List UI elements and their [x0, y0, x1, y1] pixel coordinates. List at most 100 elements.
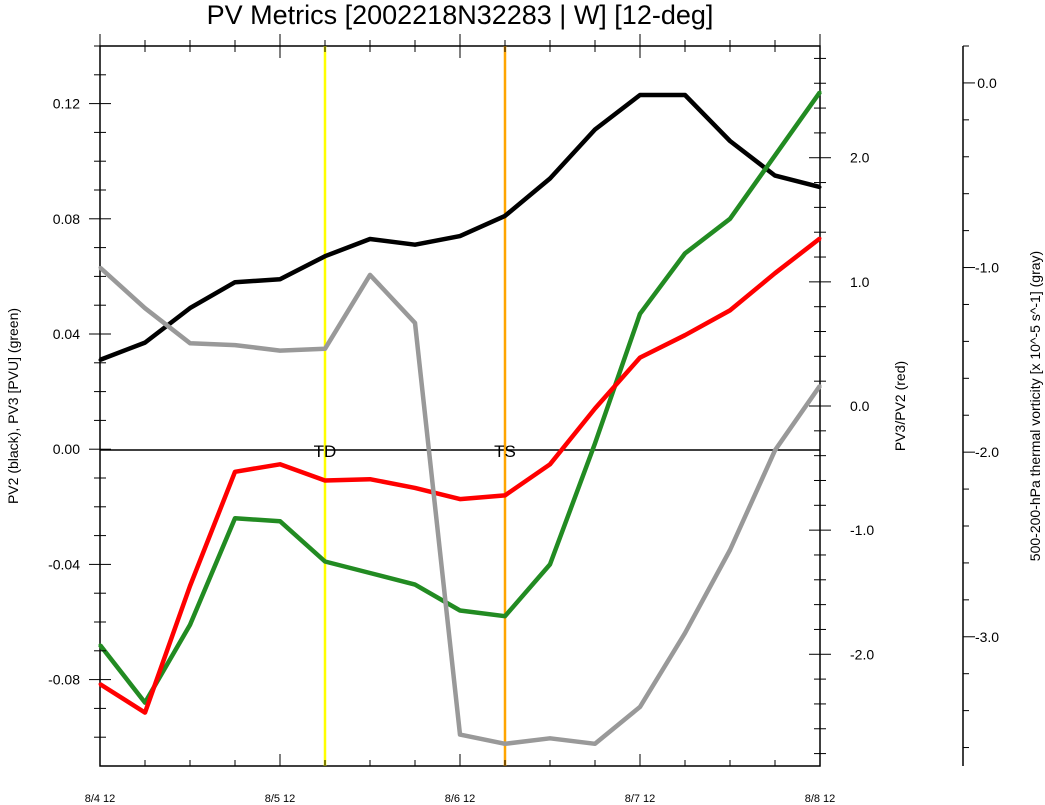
far-right-tick-label: 0.0: [977, 75, 997, 91]
data-point: [458, 608, 462, 612]
data-point: [98, 682, 102, 686]
left-tick-label: 0.12: [53, 96, 80, 112]
right-axis: 2.0 1.0 0.0 -1.0 -2.0: [809, 57, 874, 755]
data-point: [143, 341, 147, 345]
data-point: [458, 234, 462, 238]
data-point: [278, 277, 282, 281]
data-point: [683, 631, 687, 635]
far-right-tick-label: -2.0: [975, 444, 999, 460]
data-point: [728, 139, 732, 143]
data-point: [143, 701, 147, 705]
data-point: [728, 548, 732, 552]
chart-title: PV Metrics [2002218N32283 | W] [12-deg]: [207, 0, 714, 30]
left-tick-label: -0.04: [48, 556, 80, 572]
data-point: [278, 462, 282, 466]
x-tick-label: 8/6 12: [445, 793, 476, 805]
right-axis-label: PV3/PV2 (red): [892, 361, 908, 451]
x-axis: 8/4 12 8/5 12 8/6 12 8/7 12 8/8 12: [85, 34, 836, 805]
data-point: [413, 486, 417, 490]
data-point: [98, 358, 102, 362]
data-point: [593, 742, 597, 746]
data-point: [548, 176, 552, 180]
data-point: [683, 93, 687, 97]
data-point: [98, 266, 102, 270]
data-point: [593, 441, 597, 445]
data-point: [683, 251, 687, 255]
data-point: [233, 280, 237, 284]
event-label-ts: TS: [494, 442, 516, 461]
data-point: [773, 153, 777, 157]
left-axis-label: PV2 (black), PV3 [PVU] (green): [5, 308, 21, 504]
data-point: [98, 643, 102, 647]
data-point: [548, 736, 552, 740]
data-point: [638, 356, 642, 360]
data-point: [323, 478, 327, 482]
data-point: [413, 583, 417, 587]
left-tick-label: 0.00: [53, 441, 80, 457]
data-point: [323, 254, 327, 258]
data-point: [323, 347, 327, 351]
data-point: [278, 519, 282, 523]
far-right-tick-label: -3.0: [975, 629, 999, 645]
data-point: [233, 516, 237, 520]
left-tick-label: 0.08: [53, 211, 80, 227]
left-axis: 0.12 0.08 0.04 0.00 -0.04 -0.08: [48, 45, 111, 738]
far-right-axis: 0.0 -1.0 -2.0 -3.0: [962, 45, 999, 766]
x-tick-label: 8/4 12: [85, 793, 116, 805]
data-point: [638, 705, 642, 709]
data-point: [458, 497, 462, 501]
data-point: [818, 185, 822, 189]
data-point: [638, 93, 642, 97]
data-point: [188, 584, 192, 588]
right-tick-label: -1.0: [850, 522, 874, 538]
data-point: [233, 343, 237, 347]
far-right-tick-label: -1.0: [975, 260, 999, 276]
right-tick-label: -2.0: [850, 646, 874, 662]
data-point: [278, 349, 282, 353]
data-point: [593, 128, 597, 132]
data-point: [188, 341, 192, 345]
plot-frame: [99, 45, 821, 767]
data-point: [368, 273, 372, 277]
data-point: [503, 493, 507, 497]
data-point: [323, 560, 327, 564]
data-point: [818, 384, 822, 388]
x-tick-label: 8/8 12: [805, 793, 836, 805]
series-line-2: [98, 236, 822, 715]
data-point: [773, 271, 777, 275]
far-right-axis-label: 500-200-hPa thermal vorticity [x 10^-5 s…: [1027, 251, 1043, 561]
data-point: [683, 333, 687, 337]
data-point: [368, 571, 372, 575]
left-tick-label: -0.08: [48, 672, 80, 688]
data-point: [233, 470, 237, 474]
data-point: [503, 742, 507, 746]
series-line-3: [98, 265, 822, 747]
data-point: [413, 243, 417, 247]
data-point: [593, 406, 597, 410]
data-point: [638, 312, 642, 316]
data-point: [818, 90, 822, 94]
left-tick-label: 0.04: [53, 326, 80, 342]
data-point: [143, 306, 147, 310]
data-point: [773, 448, 777, 452]
right-tick-label: 0.0: [850, 398, 870, 414]
data-point: [143, 711, 147, 715]
data-point: [368, 477, 372, 481]
data-point: [188, 623, 192, 627]
data-point: [188, 306, 192, 310]
data-point: [773, 174, 777, 178]
right-tick-label: 2.0: [850, 150, 870, 166]
event-label-td: TD: [314, 442, 337, 461]
data-point: [503, 614, 507, 618]
data-point: [728, 217, 732, 221]
x-tick-label: 8/7 12: [625, 793, 656, 805]
data-point: [548, 562, 552, 566]
data-point: [818, 236, 822, 240]
data-point: [368, 237, 372, 241]
series-lines: [98, 90, 822, 747]
x-tick-label: 8/5 12: [265, 793, 296, 805]
data-point: [728, 308, 732, 312]
right-tick-label: 1.0: [850, 274, 870, 290]
data-point: [503, 214, 507, 218]
